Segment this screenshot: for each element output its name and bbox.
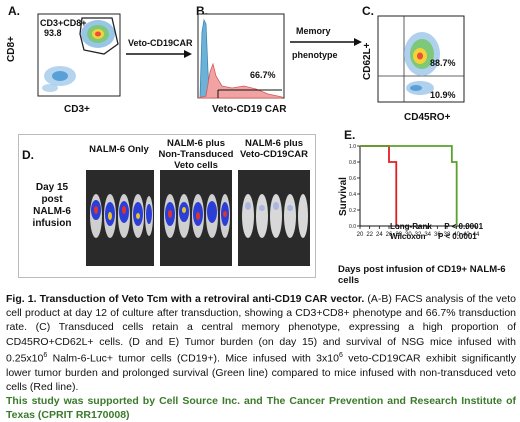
bioluminescence-image-nalm6-only	[86, 170, 154, 266]
panel-e-xlabel: Days post infusion of CD19+ NALM-6 cells	[338, 264, 506, 286]
x-tick-label: 34	[424, 232, 431, 238]
group-header-1: NALM-6 Only	[82, 144, 156, 155]
x-tick-label: 38	[444, 232, 451, 238]
panel-d-frame	[18, 134, 316, 278]
figure-title: Fig. 1. Transduction of Veto Tcm with a …	[6, 293, 365, 305]
panel-b-histogram	[197, 13, 285, 99]
row-label-line1: Day 15	[35, 182, 69, 193]
survival-line-1	[360, 145, 398, 226]
panel-b-xlabel: Veto-CD19 CAR	[212, 104, 287, 115]
x-tick-label: 32	[415, 232, 422, 238]
arrow-2-label-line1: Memory	[296, 26, 331, 36]
x-tick-label: 26	[386, 232, 393, 238]
x-tick-label: 44	[473, 232, 480, 238]
x-tick-label: 22	[366, 232, 373, 238]
arrow-1	[126, 50, 192, 58]
figure-caption: Fig. 1. Transduction of Veto Tcm with a …	[6, 292, 516, 422]
panel-a-label: A.	[8, 4, 20, 18]
arrow-2	[290, 38, 362, 46]
group-3-line2: Veto-CD19CAR	[239, 149, 309, 160]
x-tick-label: 42	[463, 232, 470, 238]
panel-b-percent: 66.7%	[250, 70, 276, 80]
panel-a-xlabel: CD3+	[64, 104, 90, 115]
group-2-line1: NALM-6 plus	[166, 138, 226, 149]
row-label-line3: NALM-6	[33, 206, 71, 217]
y-tick-label: 0.6	[349, 176, 356, 182]
group-1-line1: NALM-6 Only	[89, 144, 149, 155]
panel-d-row-label: Day 15 post NALM-6 infusion	[22, 182, 82, 230]
x-tick-label: 20	[357, 232, 364, 238]
row-label-line4: infusion	[32, 218, 72, 229]
group-2-line3: Veto cells	[174, 160, 218, 171]
caption-sup-1: 6	[43, 351, 48, 359]
arrow-2-label-line2: phenotype	[292, 50, 338, 60]
stat-row-1: Long-Rank P < 0.0001	[390, 222, 483, 232]
panel-d-label: D.	[22, 148, 34, 162]
survival-line-2	[360, 145, 458, 226]
group-header-3: NALM-6 plus Veto-CD19CAR	[236, 138, 312, 160]
caption-sup-2: 6	[338, 351, 343, 359]
x-tick-label: 30	[405, 232, 412, 238]
panel-e-label: E.	[344, 128, 356, 142]
group-2-line2: Non-Transduced	[158, 149, 234, 160]
stat2-name: Wilcoxon	[390, 232, 426, 241]
panel-a-gate-name: CD3+CD8+	[40, 18, 87, 28]
caption-body-2: Nalm-6-Luc+ tumor cells (CD19+). Mice in…	[47, 352, 339, 365]
x-tick-label: 24	[376, 232, 383, 238]
panel-a-gate	[79, 17, 119, 55]
stat2-value: P < 0.0001	[437, 232, 477, 241]
panel-c-scatter	[404, 32, 440, 95]
panel-c-ylabel: CD62L+	[362, 42, 373, 80]
panel-b-frame	[197, 13, 285, 99]
panel-a-gate-value: 93.8	[44, 28, 62, 38]
bioluminescence-image-veto-cd19car	[238, 170, 310, 266]
panel-c-dotplot	[377, 15, 465, 103]
y-tick-label: 0.8	[349, 160, 356, 166]
caption-body-1: (A-B) FACS analysis of the veto cell pro…	[6, 293, 516, 365]
y-tick-label: 0.4	[349, 192, 356, 198]
group-3-line1: NALM-6 plus	[244, 138, 304, 149]
x-tick-label: 28	[395, 232, 402, 238]
stat1-name: Long-Rank	[390, 222, 432, 231]
arrow-1-label: Veto-CD19CAR	[128, 38, 193, 48]
x-tick-label: 36	[434, 232, 441, 238]
stats-box: Long-Rank P < 0.0001 Wilcoxon P < 0.0001	[390, 222, 483, 242]
survival-chart: 0.0 0.2 0.4 0.6 0.8 1.0 20 22 24 26 28 30 32 34 36 38 40…	[349, 144, 480, 238]
group-header-2: NALM-6 plus Non-Transduced Veto cells	[156, 138, 236, 171]
panel-c-label: C.	[362, 4, 374, 18]
y-tick-label: 0.0	[349, 224, 356, 230]
bioluminescence-image-non-transduced	[160, 170, 232, 266]
y-tick-label: 0.2	[349, 208, 356, 214]
panel-c-lower-right: 10.9%	[430, 90, 456, 100]
row-label-line2: post	[41, 194, 63, 205]
stat-row-2: Wilcoxon P < 0.0001	[390, 232, 483, 242]
panel-c-upper-right: 88.7%	[430, 58, 456, 68]
panel-a-ylabel: CD8+	[6, 36, 17, 62]
y-tick-label: 1.0	[349, 144, 356, 150]
panel-c-xlabel: CD45RO+	[404, 112, 451, 123]
caption-body-3: veto-CD19CAR exhibit significantly lower…	[6, 352, 517, 393]
panel-a-dotplot	[37, 13, 121, 97]
stat1-value: P < 0.0001	[444, 222, 484, 231]
x-tick-label: 40	[453, 232, 460, 238]
panel-a-scatter	[42, 20, 115, 92]
